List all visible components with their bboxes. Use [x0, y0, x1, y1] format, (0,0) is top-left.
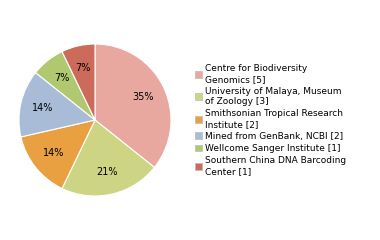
Text: 14%: 14% [32, 103, 54, 113]
Text: 21%: 21% [96, 167, 117, 177]
Legend: Centre for Biodiversity
Genomics [5], University of Malaya, Museum
of Zoology [3: Centre for Biodiversity Genomics [5], Un… [195, 64, 347, 176]
Wedge shape [36, 52, 95, 120]
Text: 7%: 7% [54, 73, 70, 84]
Wedge shape [19, 73, 95, 137]
Text: 14%: 14% [43, 148, 64, 158]
Wedge shape [95, 44, 171, 167]
Text: 7%: 7% [76, 63, 91, 73]
Wedge shape [62, 44, 95, 120]
Text: 35%: 35% [132, 92, 154, 102]
Wedge shape [62, 120, 154, 196]
Wedge shape [21, 120, 95, 188]
